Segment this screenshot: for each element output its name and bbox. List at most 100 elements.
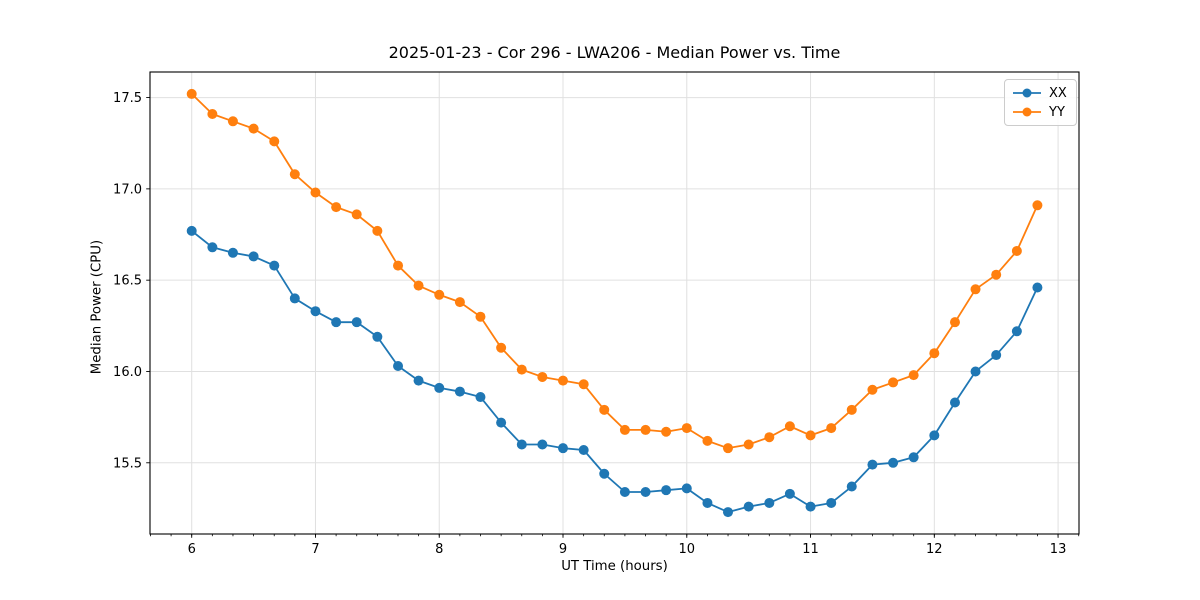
series-YY-marker: [331, 202, 342, 213]
series-XX-marker: [949, 397, 960, 408]
series-XX-marker: [372, 331, 383, 342]
legend-entry-XX: XX: [1012, 84, 1067, 102]
y-tick-label: 16.5: [113, 274, 142, 289]
series-YY-marker: [310, 187, 321, 198]
series-XX-marker: [248, 251, 259, 262]
x-tick-label: 13: [1050, 542, 1067, 557]
series-YY-marker: [496, 342, 507, 353]
series-YY-marker: [454, 297, 465, 308]
series-XX-marker: [578, 445, 589, 455]
gridlines: [150, 72, 1079, 534]
series-XX-marker: [661, 485, 672, 496]
x-minor-ticks: [150, 534, 1080, 537]
series-XX-marker: [186, 225, 197, 236]
series-XX-marker: [991, 350, 1002, 361]
series-YY-marker: [949, 317, 960, 328]
series-YY-marker: [393, 260, 404, 271]
series-YY-marker: [743, 439, 754, 450]
series-YY: [186, 88, 1043, 454]
series-XX-marker: [826, 497, 837, 508]
series-XX-marker: [599, 468, 610, 479]
series-YY-marker: [475, 311, 486, 322]
series-YY-marker: [991, 269, 1002, 280]
series-YY-marker: [661, 426, 672, 437]
series-YY-marker: [434, 289, 445, 300]
series-YY-marker: [929, 348, 940, 359]
series-XX-marker: [888, 457, 899, 468]
y-tick-label: 15.5: [113, 456, 142, 471]
x-tick-label: 7: [311, 542, 319, 557]
series-YY-marker: [248, 123, 259, 134]
series-XX-marker: [640, 487, 651, 497]
series-YY-marker: [888, 377, 899, 388]
x-tick-label: 11: [802, 542, 819, 557]
series-YY-marker: [764, 432, 775, 443]
series-XX: [186, 225, 1043, 518]
legend-line-marker-icon: [1013, 88, 1041, 98]
series-YY-marker: [826, 423, 837, 434]
series-YY-marker: [207, 109, 218, 119]
x-tick-label: 9: [559, 542, 567, 557]
series-XX-marker: [516, 439, 527, 450]
series-YY-marker: [681, 423, 692, 434]
legend-label: YY: [1049, 104, 1065, 120]
series-XX-marker: [970, 366, 981, 377]
legend-entry-YY: YY: [1012, 103, 1067, 121]
legend-label: XX: [1049, 85, 1067, 101]
y-tick-label: 17.5: [113, 91, 142, 106]
series-XX-marker: [537, 439, 548, 450]
series-YY-marker: [537, 371, 548, 382]
series-YY-marker: [351, 209, 362, 220]
series-YY-marker: [640, 424, 651, 435]
series-XX-marker: [269, 260, 280, 271]
series-XX-marker: [908, 452, 919, 463]
series-XX-marker: [743, 501, 754, 512]
series-XX-marker: [619, 487, 630, 497]
series-YY-marker: [702, 435, 713, 446]
series-XX-marker: [681, 483, 692, 494]
x-major-ticks: 6 7 8 9 10 11 12 13: [188, 534, 1067, 557]
plot-border: [149, 71, 1080, 535]
series-YY-marker: [269, 136, 280, 147]
series-XX-marker: [1011, 326, 1022, 337]
series-YY-marker: [1032, 200, 1043, 211]
series-YY-marker: [599, 404, 610, 415]
series-XX-marker: [413, 375, 424, 386]
series-XX-marker: [929, 430, 940, 441]
series-XX-marker: [289, 293, 300, 304]
x-tick-label: 10: [679, 542, 696, 557]
series-YY-marker: [784, 421, 795, 432]
series-XX-marker: [310, 306, 321, 317]
series-XX-marker: [454, 386, 465, 397]
series-YY-marker: [908, 370, 919, 381]
series-YY-marker: [413, 280, 424, 291]
series-XX-marker: [496, 417, 507, 428]
series-XX-marker: [702, 497, 713, 508]
series-XX-marker: [867, 459, 878, 470]
x-tick-label: 6: [188, 542, 196, 557]
series-XX-marker: [475, 392, 486, 403]
series-XX-marker: [434, 382, 445, 393]
series-YY-marker: [372, 225, 383, 236]
series-YY-marker: [227, 116, 238, 127]
series-XX-marker: [1032, 282, 1043, 293]
x-axis-label: UT Time (hours): [561, 559, 668, 574]
y-major-ticks: 15.5 16.0 16.5 17.0 17.5: [113, 91, 150, 471]
series-XX-marker: [351, 317, 362, 328]
series-XX-marker: [393, 361, 404, 371]
series-XX-marker: [722, 507, 733, 518]
series-XX-marker: [207, 242, 218, 253]
series-YY-marker: [186, 88, 197, 99]
series-XX-marker: [784, 488, 795, 499]
y-tick-label: 17.0: [113, 182, 142, 197]
series-YY-marker: [578, 379, 589, 390]
series-YY-marker: [1011, 245, 1022, 256]
series-XX-marker: [558, 443, 569, 454]
series-YY-marker: [867, 384, 878, 395]
x-tick-label: 8: [435, 542, 443, 557]
legend: XX YY: [1004, 79, 1077, 126]
series-XX-marker: [805, 501, 816, 512]
series-XX-marker: [764, 497, 775, 508]
series-XX-marker: [331, 317, 342, 328]
